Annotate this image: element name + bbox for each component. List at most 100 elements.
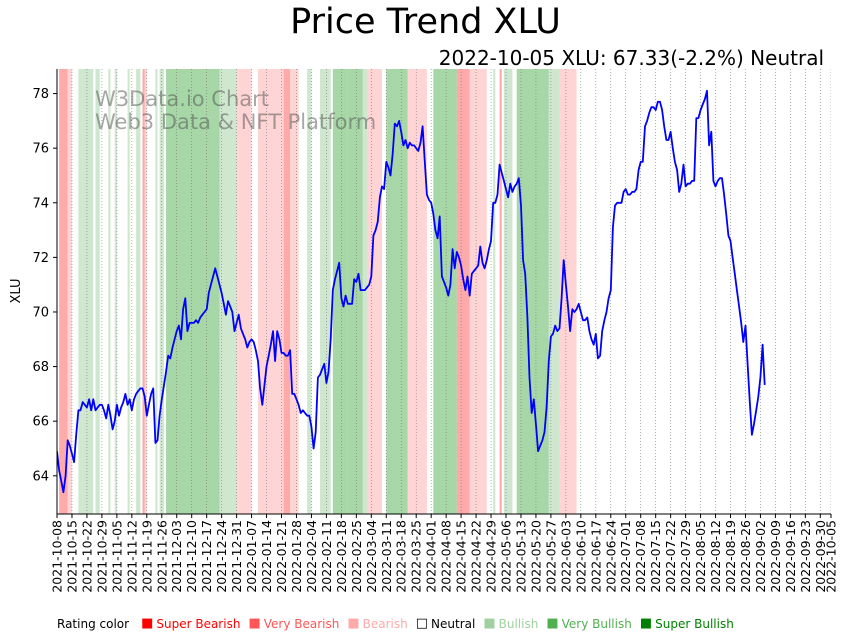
legend-item-very-bearish: ■ Very Bearish: [248, 616, 339, 631]
rating-band: [204, 69, 220, 514]
x-tick-label: 2022-09-02: [753, 520, 768, 593]
x-tick-label: 2022-01-28: [289, 520, 304, 593]
x-tick-label: 2022-05-20: [528, 520, 543, 593]
y-tick-label: 74: [32, 196, 49, 211]
chart-title: Price Trend XLU: [290, 2, 561, 42]
price-line: [57, 89, 766, 494]
legend-item-bullish: ■ Bullish: [483, 616, 538, 631]
x-tick-label: 2022-09-30: [813, 520, 828, 593]
x-tick-label: 2022-04-01: [424, 520, 439, 593]
rating-band: [155, 69, 158, 514]
x-tick-label: 2021-12-03: [169, 520, 184, 593]
x-tick-label: 2022-05-13: [514, 520, 529, 593]
watermark: W3Data.io Chart Web3 Data & NFT Platform: [95, 88, 376, 134]
rating-bands: [59, 69, 577, 514]
price-line-layer: [57, 89, 766, 494]
x-tick-label: 2022-02-25: [349, 520, 364, 593]
x-tick-label: 2022-09-09: [768, 520, 783, 593]
rating-band: [82, 69, 94, 514]
x-tick-label: 2022-07-22: [663, 520, 678, 593]
rating-band: [78, 69, 83, 514]
x-tick-label: 2022-08-05: [693, 520, 708, 593]
rating-band: [219, 69, 237, 514]
rating-band: [283, 69, 291, 514]
x-tick-label: 2022-09-23: [798, 520, 813, 593]
y-tick-label: 70: [32, 305, 49, 320]
x-tick-label: 2022-08-19: [723, 520, 738, 593]
x-tick-label: 2022-05-06: [499, 520, 514, 593]
x-tick-label: 2021-12-24: [214, 520, 229, 593]
legend-swatch: ■: [639, 616, 653, 631]
x-tick-label: 2022-02-11: [319, 520, 334, 593]
x-tick-label: 2022-04-29: [484, 520, 499, 593]
rating-band: [503, 69, 513, 514]
x-tick-label: 2022-04-08: [439, 520, 454, 593]
x-tick-label: 2021-10-22: [79, 520, 94, 593]
rating-band: [257, 69, 284, 514]
y-tick-label: 72: [32, 251, 49, 266]
x-tick-label: 2022-05-27: [543, 520, 558, 593]
legend-swatch: ■: [347, 616, 360, 631]
rating-band: [499, 69, 502, 514]
rating-band: [367, 69, 382, 514]
rating-band: [347, 69, 363, 514]
legend-swatch: ■: [248, 616, 261, 631]
y-tick-label: 66: [32, 415, 49, 430]
rating-band: [59, 69, 68, 514]
rating-legend: Rating color ■ Super Bearish ■ Very Bear…: [57, 616, 742, 631]
rating-band: [236, 69, 252, 514]
rating-band: [433, 69, 442, 514]
axes: [56, 69, 831, 515]
legend-swatch: □: [415, 616, 429, 631]
y-axis-ticks: 64 66 68 70 72 74 76 78: [32, 87, 57, 484]
rating-band: [95, 69, 100, 514]
x-tick-label: 2022-07-08: [633, 520, 648, 593]
rating-band: [114, 69, 117, 514]
x-tick-label: 2022-06-24: [603, 520, 618, 593]
x-tick-label: 2022-03-18: [394, 520, 409, 593]
rating-band: [469, 69, 487, 514]
legend-text: Neutral: [431, 616, 476, 631]
legend-item-very-bullish: ■ Very Bullish: [546, 616, 632, 631]
legend-text: Bearish: [362, 616, 408, 631]
x-tick-label: 2022-06-17: [588, 520, 603, 593]
x-tick-label: 2022-06-03: [558, 520, 573, 593]
x-tick-label: 2022-02-18: [334, 520, 349, 593]
x-tick-label: 2022-10-05: [824, 520, 839, 593]
x-tick-label: 2022-08-12: [708, 520, 723, 593]
rating-band: [108, 69, 111, 514]
rating-band: [407, 69, 427, 514]
y-axis-label: XLU: [9, 278, 24, 303]
legend-swatch: ■: [483, 616, 496, 631]
y-tick-label: 64: [32, 469, 49, 484]
x-tick-label: 2022-04-15: [454, 520, 469, 593]
x-tick-label: 2022-07-29: [678, 520, 693, 593]
rating-band: [67, 69, 72, 514]
y-tick-label: 68: [32, 360, 49, 375]
x-tick-label: 2022-04-22: [469, 520, 484, 593]
x-tick-label: 2022-09-16: [783, 520, 798, 593]
x-tick-label: 2021-10-29: [94, 520, 109, 593]
rating-band: [319, 69, 331, 514]
x-tick-label: 2022-03-04: [364, 520, 379, 593]
rating-band: [166, 69, 205, 514]
x-tick-label: 2021-11-05: [109, 520, 124, 593]
rating-band: [136, 69, 141, 514]
x-tick-label: 2021-11-19: [139, 520, 154, 593]
x-tick-label: 2021-12-31: [229, 520, 244, 593]
rating-band: [386, 69, 397, 514]
x-tick-label: 2021-11-12: [124, 520, 139, 593]
x-tick-label: 2021-12-10: [184, 520, 199, 593]
chart-subtitle: 2022-10-05 XLU: 67.33(-2.2%) Neutral: [438, 46, 824, 70]
x-tick-label: 2022-06-10: [573, 520, 588, 593]
rating-band: [127, 69, 130, 514]
x-axis-ticks: 2021-10-08 2021-10-15 2021-10-22 2021-10-29…: [50, 514, 839, 593]
legend-item-neutral: □ Neutral: [416, 616, 476, 631]
x-tick-label: 2021-10-15: [65, 520, 80, 593]
x-tick-label: 2022-08-26: [738, 520, 753, 593]
rating-band: [142, 69, 145, 514]
x-tick-label: 2022-02-04: [304, 520, 319, 593]
watermark-line-1: W3Data.io Chart: [95, 87, 270, 111]
rating-band: [144, 69, 147, 514]
legend-swatch: ■: [141, 616, 154, 631]
